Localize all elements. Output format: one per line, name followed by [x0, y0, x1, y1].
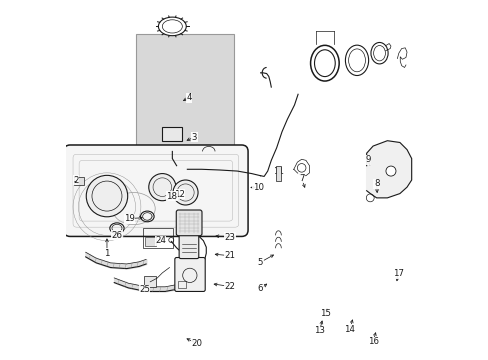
Text: 25: 25	[139, 285, 150, 294]
Ellipse shape	[162, 20, 182, 33]
Text: 5: 5	[257, 258, 263, 267]
Text: 22: 22	[224, 282, 235, 291]
Ellipse shape	[314, 50, 335, 77]
Text: 12: 12	[174, 190, 184, 199]
Bar	[144, 276, 156, 287]
Text: 9: 9	[365, 155, 370, 164]
Bar	[145, 237, 156, 246]
Bar	[178, 282, 186, 288]
Text: 15: 15	[319, 309, 330, 318]
FancyBboxPatch shape	[63, 145, 247, 237]
Text: 7: 7	[298, 174, 304, 183]
FancyBboxPatch shape	[176, 210, 202, 236]
Circle shape	[173, 180, 198, 205]
Text: 26: 26	[111, 231, 122, 240]
Text: 14: 14	[344, 325, 355, 334]
Ellipse shape	[158, 17, 186, 36]
Text: 24: 24	[155, 236, 166, 245]
Bar	[162, 127, 182, 141]
Text: 19: 19	[124, 214, 135, 223]
Text: 20: 20	[191, 339, 202, 348]
Text: 17: 17	[392, 269, 403, 278]
Bar	[142, 228, 173, 248]
Text: 16: 16	[367, 337, 378, 346]
Text: 18: 18	[166, 192, 177, 201]
Bar	[74, 177, 83, 185]
Polygon shape	[366, 141, 411, 198]
Ellipse shape	[370, 42, 387, 64]
Text: 2: 2	[73, 176, 79, 185]
Text: 8: 8	[373, 179, 379, 188]
Text: 11: 11	[272, 167, 284, 176]
Circle shape	[385, 166, 395, 176]
Circle shape	[148, 174, 176, 201]
Bar	[275, 166, 281, 181]
Text: 1: 1	[104, 249, 109, 258]
Ellipse shape	[348, 49, 365, 72]
Text: 13: 13	[313, 326, 325, 335]
Ellipse shape	[310, 45, 339, 81]
Text: 4: 4	[186, 93, 191, 102]
Ellipse shape	[373, 45, 385, 61]
Text: 3: 3	[191, 132, 197, 141]
FancyBboxPatch shape	[175, 257, 205, 292]
Ellipse shape	[345, 45, 368, 76]
FancyBboxPatch shape	[179, 234, 198, 258]
Bar	[136, 33, 234, 157]
Text: 23: 23	[224, 233, 235, 242]
Text: 6: 6	[257, 284, 263, 293]
Text: 21: 21	[224, 251, 235, 260]
Circle shape	[86, 175, 127, 217]
Text: 10: 10	[252, 183, 263, 192]
